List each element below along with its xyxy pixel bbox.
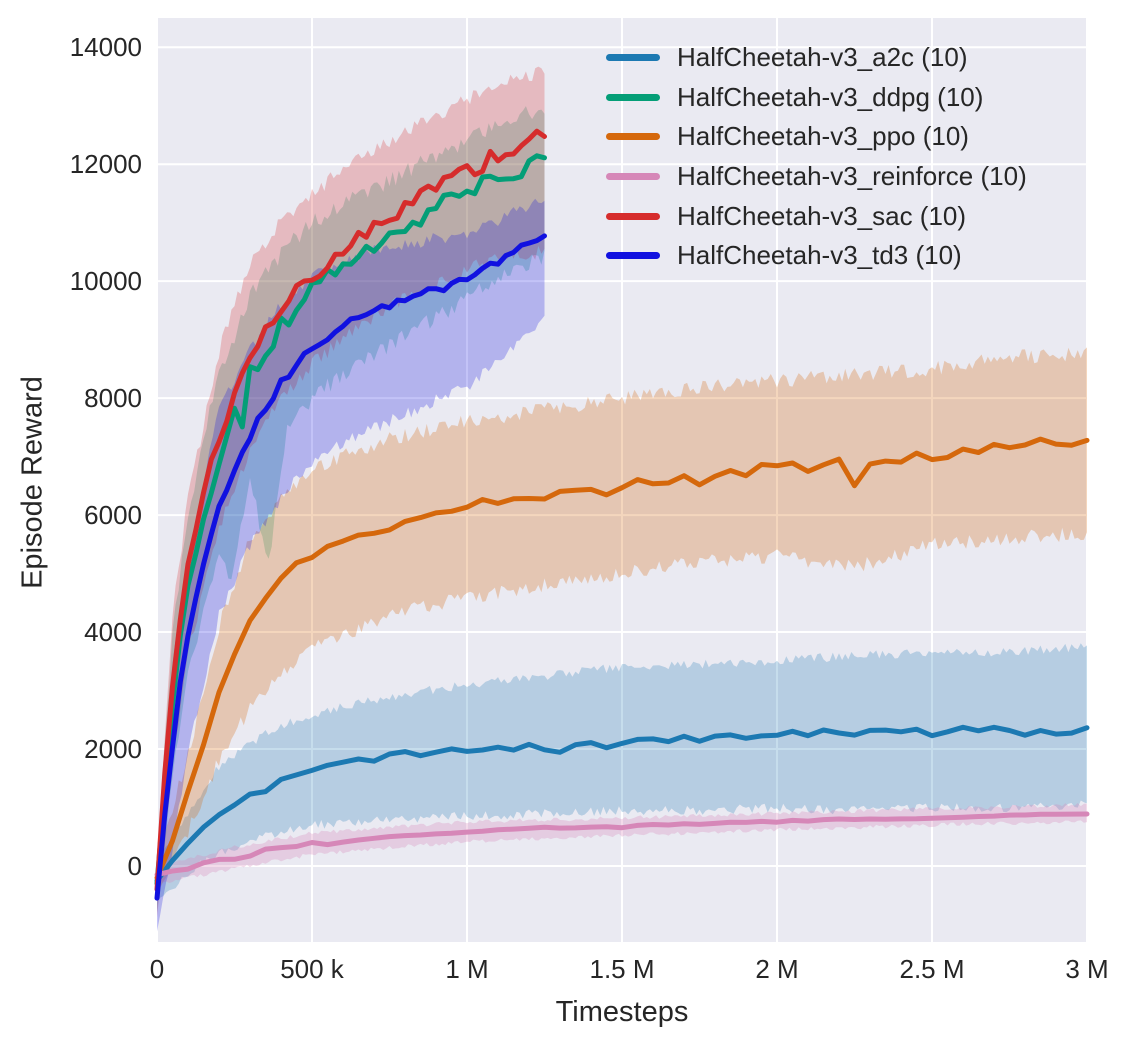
x-tick-label: 2 M <box>755 954 798 984</box>
x-tick-label: 1.5 M <box>589 954 654 984</box>
legend-swatch-td3 <box>606 252 660 260</box>
x-axis-label: Timesteps <box>555 996 689 1028</box>
band-sac <box>157 66 545 918</box>
x-tick-labels: 0 500 k 1 M 1.5 M 2 M 2.5 M 3 M <box>150 954 1109 984</box>
line-sac <box>154 128 547 892</box>
y-tick-label: 8000 <box>84 383 142 413</box>
band-a2c <box>157 643 1087 902</box>
legend-label-reinforce: HalfCheetah-v3_reinforce (10) <box>677 161 1027 192</box>
band-td3 <box>157 198 545 932</box>
legend-swatch-a2c <box>606 54 660 62</box>
legend-item-ppo: HalfCheetah-v3_ppo (10) <box>606 117 1027 157</box>
line-a2c <box>154 724 1090 884</box>
legend-swatch-sac <box>606 212 660 220</box>
x-tick-label: 2.5 M <box>899 954 964 984</box>
y-tick-label: 6000 <box>84 500 142 530</box>
y-tick-label: 14000 <box>70 32 142 62</box>
legend-item-a2c: HalfCheetah-v3_a2c (10) <box>606 38 1027 78</box>
legend-label-ddpg: HalfCheetah-v3_ddpg (10) <box>677 81 984 112</box>
legend-label-a2c: HalfCheetah-v3_a2c (10) <box>677 42 968 73</box>
legend-item-ddpg: HalfCheetah-v3_ddpg (10) <box>606 78 1027 118</box>
legend-label-ppo: HalfCheetah-v3_ppo (10) <box>677 121 969 152</box>
y-tick-labels: 0 2000 4000 6000 8000 10000 12000 14000 <box>70 32 142 881</box>
y-tick-label: 2000 <box>84 734 142 764</box>
legend-swatch-ddpg <box>606 93 660 101</box>
x-tick-label: 3 M <box>1065 954 1108 984</box>
legend-item-sac: HalfCheetah-v3_sac (10) <box>606 196 1027 236</box>
y-tick-label: 10000 <box>70 266 142 296</box>
legend-item-reinforce: HalfCheetah-v3_reinforce (10) <box>606 157 1027 197</box>
legend-label-sac: HalfCheetah-v3_sac (10) <box>677 200 967 231</box>
legend-label-td3: HalfCheetah-v3_td3 (10) <box>677 240 962 271</box>
x-tick-label: 500 k <box>280 954 345 984</box>
line-reinforce <box>154 811 1090 878</box>
x-tick-label: 0 <box>150 954 164 984</box>
band-reinforce <box>157 803 1087 884</box>
line-td3 <box>154 233 547 901</box>
legend: HalfCheetah-v3_a2c (10) HalfCheetah-v3_dd… <box>606 38 1027 276</box>
y-tick-label: 0 <box>128 851 142 881</box>
y-tick-label: 4000 <box>84 617 142 647</box>
line-ppo <box>154 436 1090 881</box>
y-tick-label: 12000 <box>70 149 142 179</box>
x-tick-label: 1 M <box>445 954 488 984</box>
gridlines <box>156 18 1088 942</box>
legend-item-td3: HalfCheetah-v3_td3 (10) <box>606 236 1027 276</box>
band-ddpg <box>157 106 545 913</box>
line-ddpg <box>154 153 547 886</box>
legend-swatch-ppo <box>606 133 660 141</box>
y-axis-label: Episode Reward <box>16 376 49 589</box>
legend-swatch-reinforce <box>606 173 660 181</box>
